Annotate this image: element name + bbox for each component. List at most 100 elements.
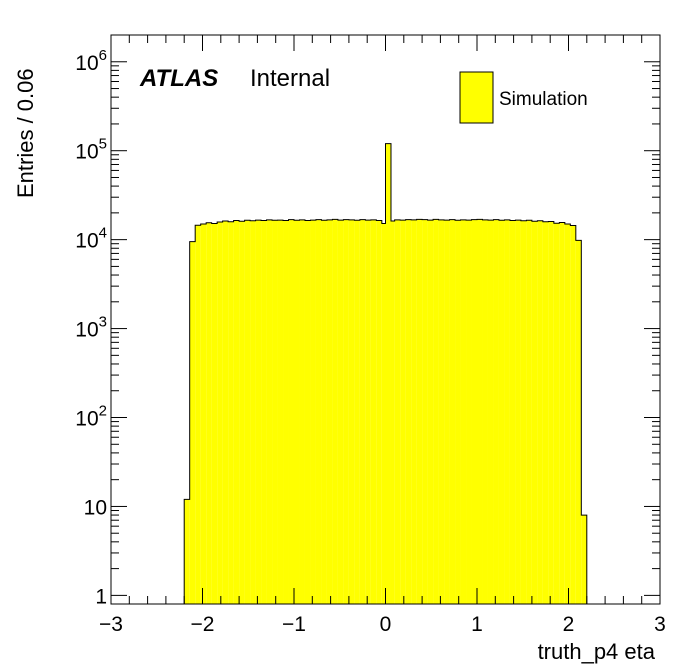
y-tick-label: 10 xyxy=(84,496,107,519)
histogram-bin xyxy=(520,220,527,604)
histogram-bin xyxy=(537,220,543,604)
histogram-bin xyxy=(449,219,456,605)
histogram-bin xyxy=(228,221,234,604)
histogram-bin xyxy=(526,220,532,604)
histogram-bin xyxy=(559,222,565,604)
histogram-bin xyxy=(370,219,377,605)
atlas-label: ATLAS xyxy=(139,65,218,92)
histogram-bin xyxy=(433,219,439,604)
histogram-bin xyxy=(416,219,423,604)
y-tick-label: 1 xyxy=(95,585,107,608)
histogram-bin xyxy=(348,219,355,605)
histogram-bin xyxy=(326,219,333,605)
y-tick-labels: 1 10 102 103 104 105 106 xyxy=(75,47,107,609)
axis-ticks xyxy=(110,34,661,604)
histogram-bin xyxy=(487,220,494,604)
histogram-bin xyxy=(222,221,229,605)
histogram-bin xyxy=(504,219,510,605)
histogram-bin xyxy=(581,515,587,604)
histogram-bin xyxy=(365,220,371,604)
histogram-bin xyxy=(381,223,386,604)
histogram-bin xyxy=(332,219,338,604)
histogram-bin xyxy=(477,219,483,604)
y-tick-label: 106 xyxy=(75,47,107,75)
histogram-bin xyxy=(564,223,571,605)
histogram-bin xyxy=(217,221,223,604)
histogram-bin xyxy=(455,220,461,604)
histogram-bin xyxy=(354,220,360,604)
y-tick-label: 102 xyxy=(75,403,107,431)
histogram-bin xyxy=(385,143,391,604)
x-tick-label: −3 xyxy=(99,613,123,636)
x-tick-label: −2 xyxy=(191,613,215,636)
histogram-bin xyxy=(189,241,196,604)
histogram-bin xyxy=(575,240,582,604)
histogram-bin xyxy=(466,220,472,604)
x-tick-label: −1 xyxy=(282,613,306,636)
histogram-bin xyxy=(255,220,262,604)
histogram-bars xyxy=(183,143,588,605)
histogram-outline xyxy=(183,143,588,604)
histogram-bin xyxy=(343,219,349,605)
histogram-bin xyxy=(509,220,516,604)
x-tick-label: 0 xyxy=(380,613,392,636)
histogram-bin xyxy=(184,499,190,604)
y-tick-label: 104 xyxy=(75,225,107,253)
histogram-bin xyxy=(283,220,289,604)
histogram-bin xyxy=(266,219,273,605)
histogram-bin xyxy=(553,223,560,604)
histogram-bin xyxy=(493,219,499,605)
histogram-bin xyxy=(438,219,445,605)
histogram-bin xyxy=(548,221,554,604)
legend-swatch-simulation xyxy=(459,71,494,124)
histogram-bin xyxy=(261,220,267,604)
legend-label-simulation: Simulation xyxy=(499,89,588,110)
histogram-bin xyxy=(277,220,284,604)
histogram-bin xyxy=(394,219,401,605)
y-tick-label: 103 xyxy=(75,314,107,342)
histogram-bin xyxy=(515,220,521,604)
histogram-bin xyxy=(244,220,251,604)
histogram-bin xyxy=(233,220,240,604)
histogram-bin xyxy=(460,219,467,605)
histogram-bin xyxy=(498,220,505,604)
x-tick-labels: −3 −2 −1 0 1 2 3 xyxy=(99,613,666,636)
histogram-bin xyxy=(250,220,256,604)
histogram-bin xyxy=(471,219,477,605)
x-tick-label: 3 xyxy=(654,613,666,636)
histogram-bin xyxy=(294,220,300,604)
histogram-bin xyxy=(206,222,212,604)
histogram-bin xyxy=(337,220,344,604)
histogram-bin xyxy=(390,221,395,605)
histogram-bin xyxy=(542,221,549,604)
histogram-bin xyxy=(304,220,311,604)
histogram-bin xyxy=(444,220,450,604)
y-axis-title: Entries / 0.06 xyxy=(13,68,38,198)
histogram-bin xyxy=(531,221,538,604)
histogram-bin xyxy=(200,223,207,605)
histogram-bin xyxy=(211,223,218,604)
histogram-bin xyxy=(411,219,417,605)
x-axis-title: truth_p4 eta xyxy=(538,639,656,664)
x-tick-label: 2 xyxy=(563,613,575,636)
y-tick-label: 105 xyxy=(75,136,107,164)
histogram-bin xyxy=(315,219,322,605)
histogram-bin xyxy=(400,220,406,604)
histogram-bin xyxy=(195,225,201,604)
histogram-bin xyxy=(405,219,412,605)
histogram-bin xyxy=(482,219,488,605)
histogram-bin xyxy=(321,220,327,604)
histogram-bin xyxy=(272,220,278,604)
histogram-bin xyxy=(299,219,305,605)
histogram-bin xyxy=(359,219,366,605)
histogram-bin xyxy=(570,225,576,604)
histogram-bin xyxy=(239,221,245,604)
histogram-bin xyxy=(427,220,434,604)
histogram-bin xyxy=(288,219,294,605)
x-tick-label: 1 xyxy=(471,613,483,636)
histogram-bin xyxy=(376,220,382,604)
histogram-bin xyxy=(422,219,428,605)
histogram-bin xyxy=(310,220,316,604)
atlas-sublabel: Internal xyxy=(250,65,330,92)
